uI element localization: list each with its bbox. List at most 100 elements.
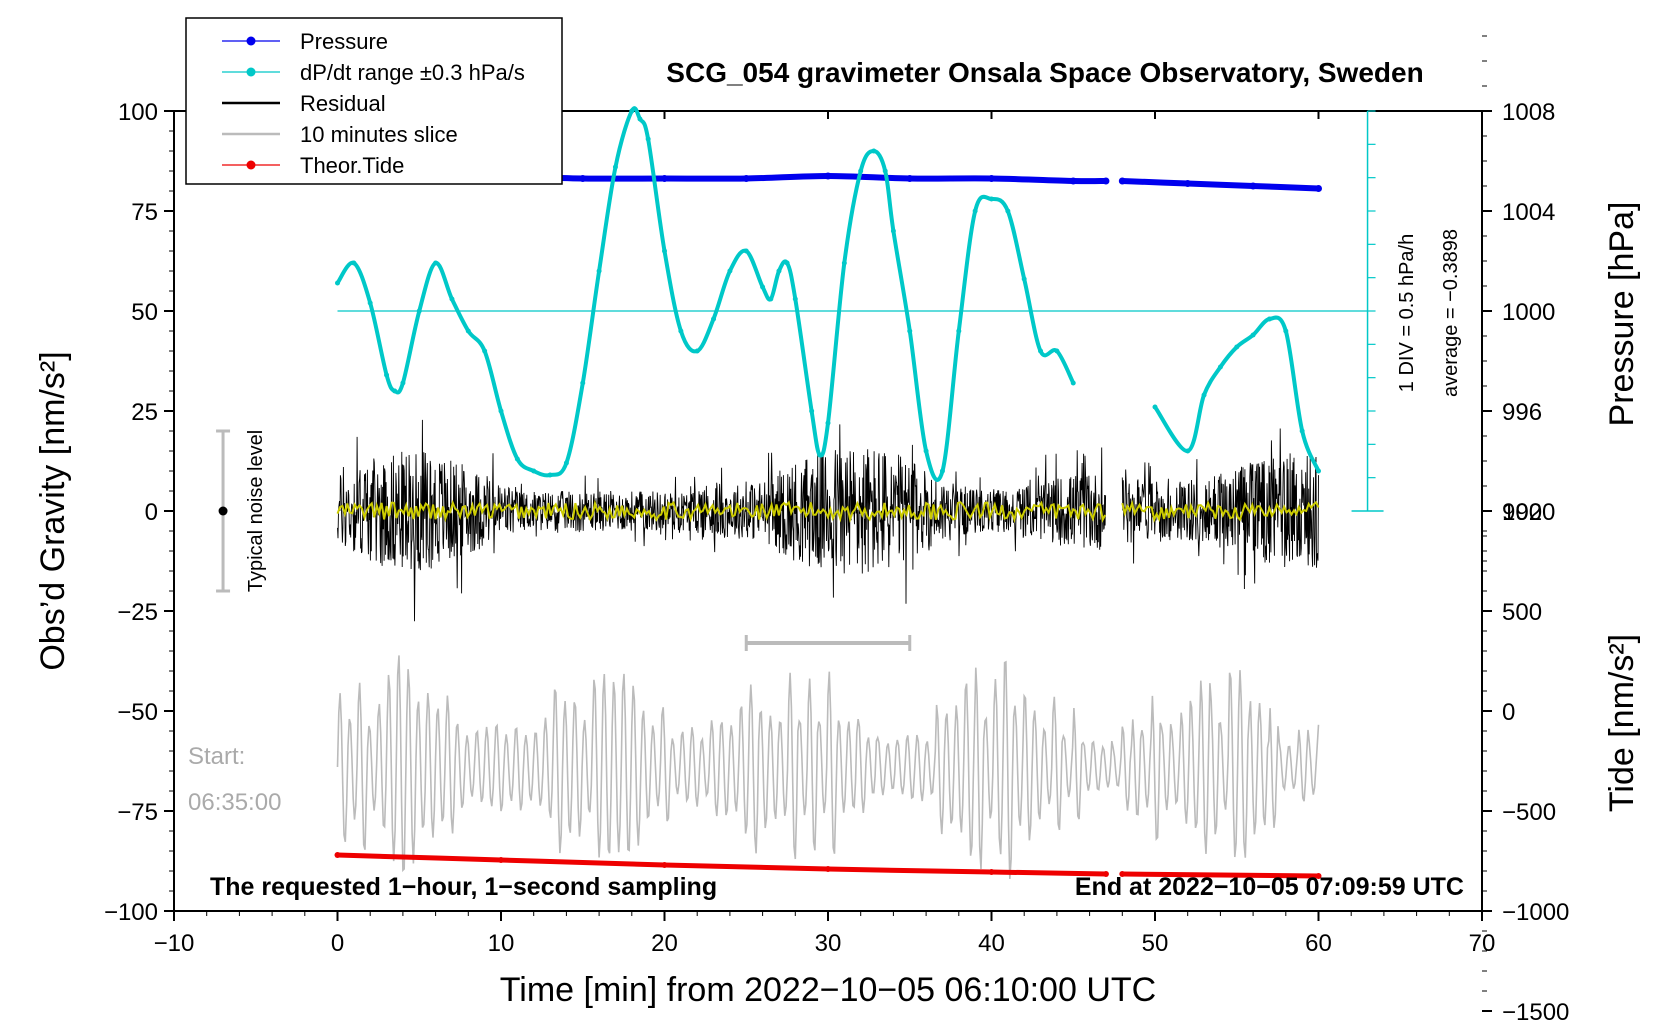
dpdt-series xyxy=(335,106,1321,482)
dpdt-line-point xyxy=(907,328,913,334)
dpdt-line-point xyxy=(825,420,831,426)
reference-lines xyxy=(337,110,1384,512)
dpdt-average-label: average = −0.3898 xyxy=(1440,229,1462,397)
residual-segment xyxy=(337,419,1107,622)
tide-tick-label: 1000 xyxy=(1502,499,1555,526)
x-tick-label: 10 xyxy=(488,930,515,957)
pressure-line-point xyxy=(742,175,750,182)
x-tick-label: 0 xyxy=(331,930,344,957)
dpdt-line-point xyxy=(792,296,798,302)
tide-tick-label: −1000 xyxy=(1502,899,1569,926)
dpdt-line-point xyxy=(367,300,373,306)
x-tick-label: 20 xyxy=(651,930,678,957)
y-axis-title-pressure: Pressure [hPa] xyxy=(1603,202,1641,427)
dpdt-line-point xyxy=(1283,328,1289,334)
dpdt-line-point xyxy=(637,116,643,122)
smoothed-residual-series xyxy=(336,499,1320,524)
tide-tick-label: −500 xyxy=(1502,799,1556,826)
end-time-note: End at 2022−10−05 07:09:59 UTC xyxy=(1075,873,1464,901)
dpdt-line-point xyxy=(890,228,896,234)
dpdt-line-point xyxy=(858,168,864,174)
ten-minute-slice-series xyxy=(336,655,1320,879)
dpdt-line-point xyxy=(433,260,439,266)
y-tick-label: −25 xyxy=(117,599,158,626)
tide-tick-label: 0 xyxy=(1502,699,1515,726)
dpdt-line-point xyxy=(727,268,733,274)
dpdt-line-point xyxy=(972,208,978,214)
tide-line-point xyxy=(988,869,995,875)
dpdt-line-point xyxy=(547,472,553,478)
dpdt-line-point xyxy=(531,468,537,474)
pressure-line-point xyxy=(579,175,587,182)
dpdt-line-point xyxy=(1005,208,1011,214)
dpdt-line-point xyxy=(923,448,929,454)
x-tick-label: 30 xyxy=(815,930,842,957)
tide-line-point xyxy=(825,866,831,872)
x-tick-label: −10 xyxy=(154,930,195,957)
pressure-line-point xyxy=(1102,177,1110,185)
pressure-line-point xyxy=(1118,177,1126,185)
legend: Pressure dP/dt range ±0.3 hPa/s Residual 10… xyxy=(185,17,563,185)
dpdt-line-point xyxy=(743,248,749,254)
dpdt-line-point xyxy=(784,260,790,266)
pressure-line-point xyxy=(1184,180,1192,187)
dpdt-line-point xyxy=(335,280,340,286)
dpdt-line-point xyxy=(841,260,847,266)
dpdt-line-point xyxy=(351,260,357,266)
y-tick-label: 75 xyxy=(131,199,158,226)
dpdt-line-point xyxy=(776,268,782,274)
dpdt-line-point xyxy=(514,456,520,462)
dpdt-line-point xyxy=(817,452,823,458)
dpdt-line-point xyxy=(1201,392,1207,398)
pressure-line xyxy=(1119,178,1322,192)
smoothed-residual-segment xyxy=(1121,499,1320,524)
dpdt-line-point xyxy=(1266,316,1272,322)
tide-line xyxy=(1119,871,1321,879)
dpdt-line-point xyxy=(694,348,700,354)
dpdt-line-point xyxy=(400,380,406,386)
dpdt-line-point xyxy=(1038,348,1044,354)
dpdt-line-point xyxy=(1234,344,1240,350)
dpdt-line-point xyxy=(678,328,684,334)
dpdt-line-point xyxy=(768,296,774,302)
legend-label: dP/dt range ±0.3 hPa/s xyxy=(300,60,525,85)
y-tick-label: 0 xyxy=(145,499,158,526)
y-axis-title-tide: Tide [nm/s²] xyxy=(1603,634,1641,812)
dpdt-scale-label: 1 DIV = 0.5 hPa/h xyxy=(1396,234,1418,392)
x-tick-label: 70 xyxy=(1469,930,1496,957)
pressure-line-point xyxy=(1249,182,1257,190)
tide-line-point xyxy=(1315,873,1322,879)
dpdt-line-point xyxy=(882,168,888,174)
legend-label: Residual xyxy=(300,91,386,116)
smoothed-residual-segment xyxy=(336,499,1106,524)
dpdt-line-point xyxy=(989,196,994,202)
tide-tick-label: 500 xyxy=(1502,599,1542,626)
legend-marker xyxy=(246,160,256,170)
dpdt-line-point xyxy=(1250,332,1256,338)
pressure-tick-label: 1000 xyxy=(1502,299,1555,326)
pressure-line-point xyxy=(906,175,914,182)
pressure-line-point xyxy=(988,175,995,182)
theoretical-tide-series xyxy=(334,852,1322,879)
dpdt-line-point xyxy=(645,136,651,142)
pressure-tick-label: 992 xyxy=(1502,499,1542,526)
dpdt-line-point xyxy=(1152,404,1158,410)
x-tick-label: 60 xyxy=(1305,930,1332,957)
chart-title: SCG_054 gravimeter Onsala Space Observat… xyxy=(666,57,1423,88)
dpdt-line-point xyxy=(939,468,945,474)
dpdt-line-point xyxy=(1021,276,1027,282)
dpdt-line-point xyxy=(871,148,877,154)
tide-line-point xyxy=(498,857,504,863)
start-label: Start: xyxy=(188,743,245,770)
legend-marker xyxy=(246,36,256,46)
tide-line-point xyxy=(661,862,668,868)
y-tick-label: 100 xyxy=(118,99,158,126)
tide-line-point xyxy=(334,852,341,858)
y-tick-label: 25 xyxy=(131,399,158,426)
dpdt-line-point xyxy=(580,380,586,386)
dpdt-line-point xyxy=(416,308,422,314)
dpdt-line-point xyxy=(711,316,717,322)
dpdt-line-point xyxy=(498,408,504,414)
residual-series xyxy=(337,419,1319,622)
